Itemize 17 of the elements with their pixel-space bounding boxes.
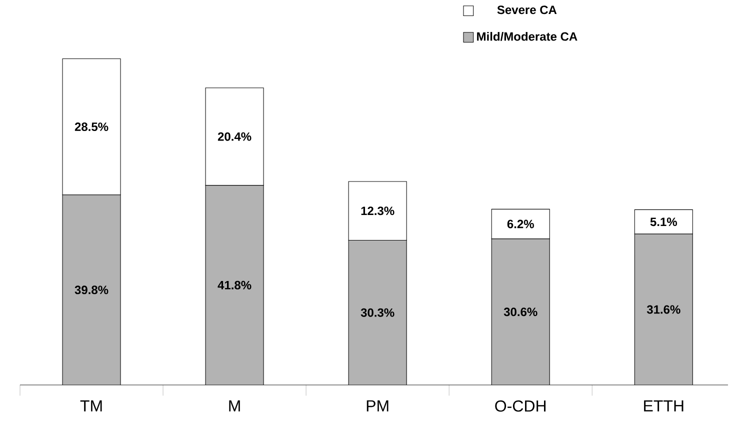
data-label: 12.3%	[361, 206, 394, 216]
x-tick-label: M	[229, 400, 240, 412]
data-label: 28.5%	[74, 122, 108, 132]
data-label: 41.8%	[218, 280, 252, 290]
x-tick-label: ETTH	[644, 400, 684, 412]
x-tick-label: O-CDH	[495, 400, 546, 412]
data-label: 39.8%	[74, 286, 108, 294]
data-label: 20.4%	[218, 132, 252, 141]
legend-label: Severe CA	[497, 6, 557, 14]
x-tick-label: TM	[80, 400, 102, 412]
data-label: 6.2%	[507, 220, 534, 228]
x-tick-label: PM	[366, 400, 388, 412]
data-label: 5.1%	[650, 218, 677, 226]
legend-label: Mild/Moderate CA	[477, 32, 578, 41]
data-label: 30.6%	[504, 308, 538, 316]
data-label: 30.3%	[360, 308, 394, 317]
data-label: 31.6%	[646, 305, 680, 314]
